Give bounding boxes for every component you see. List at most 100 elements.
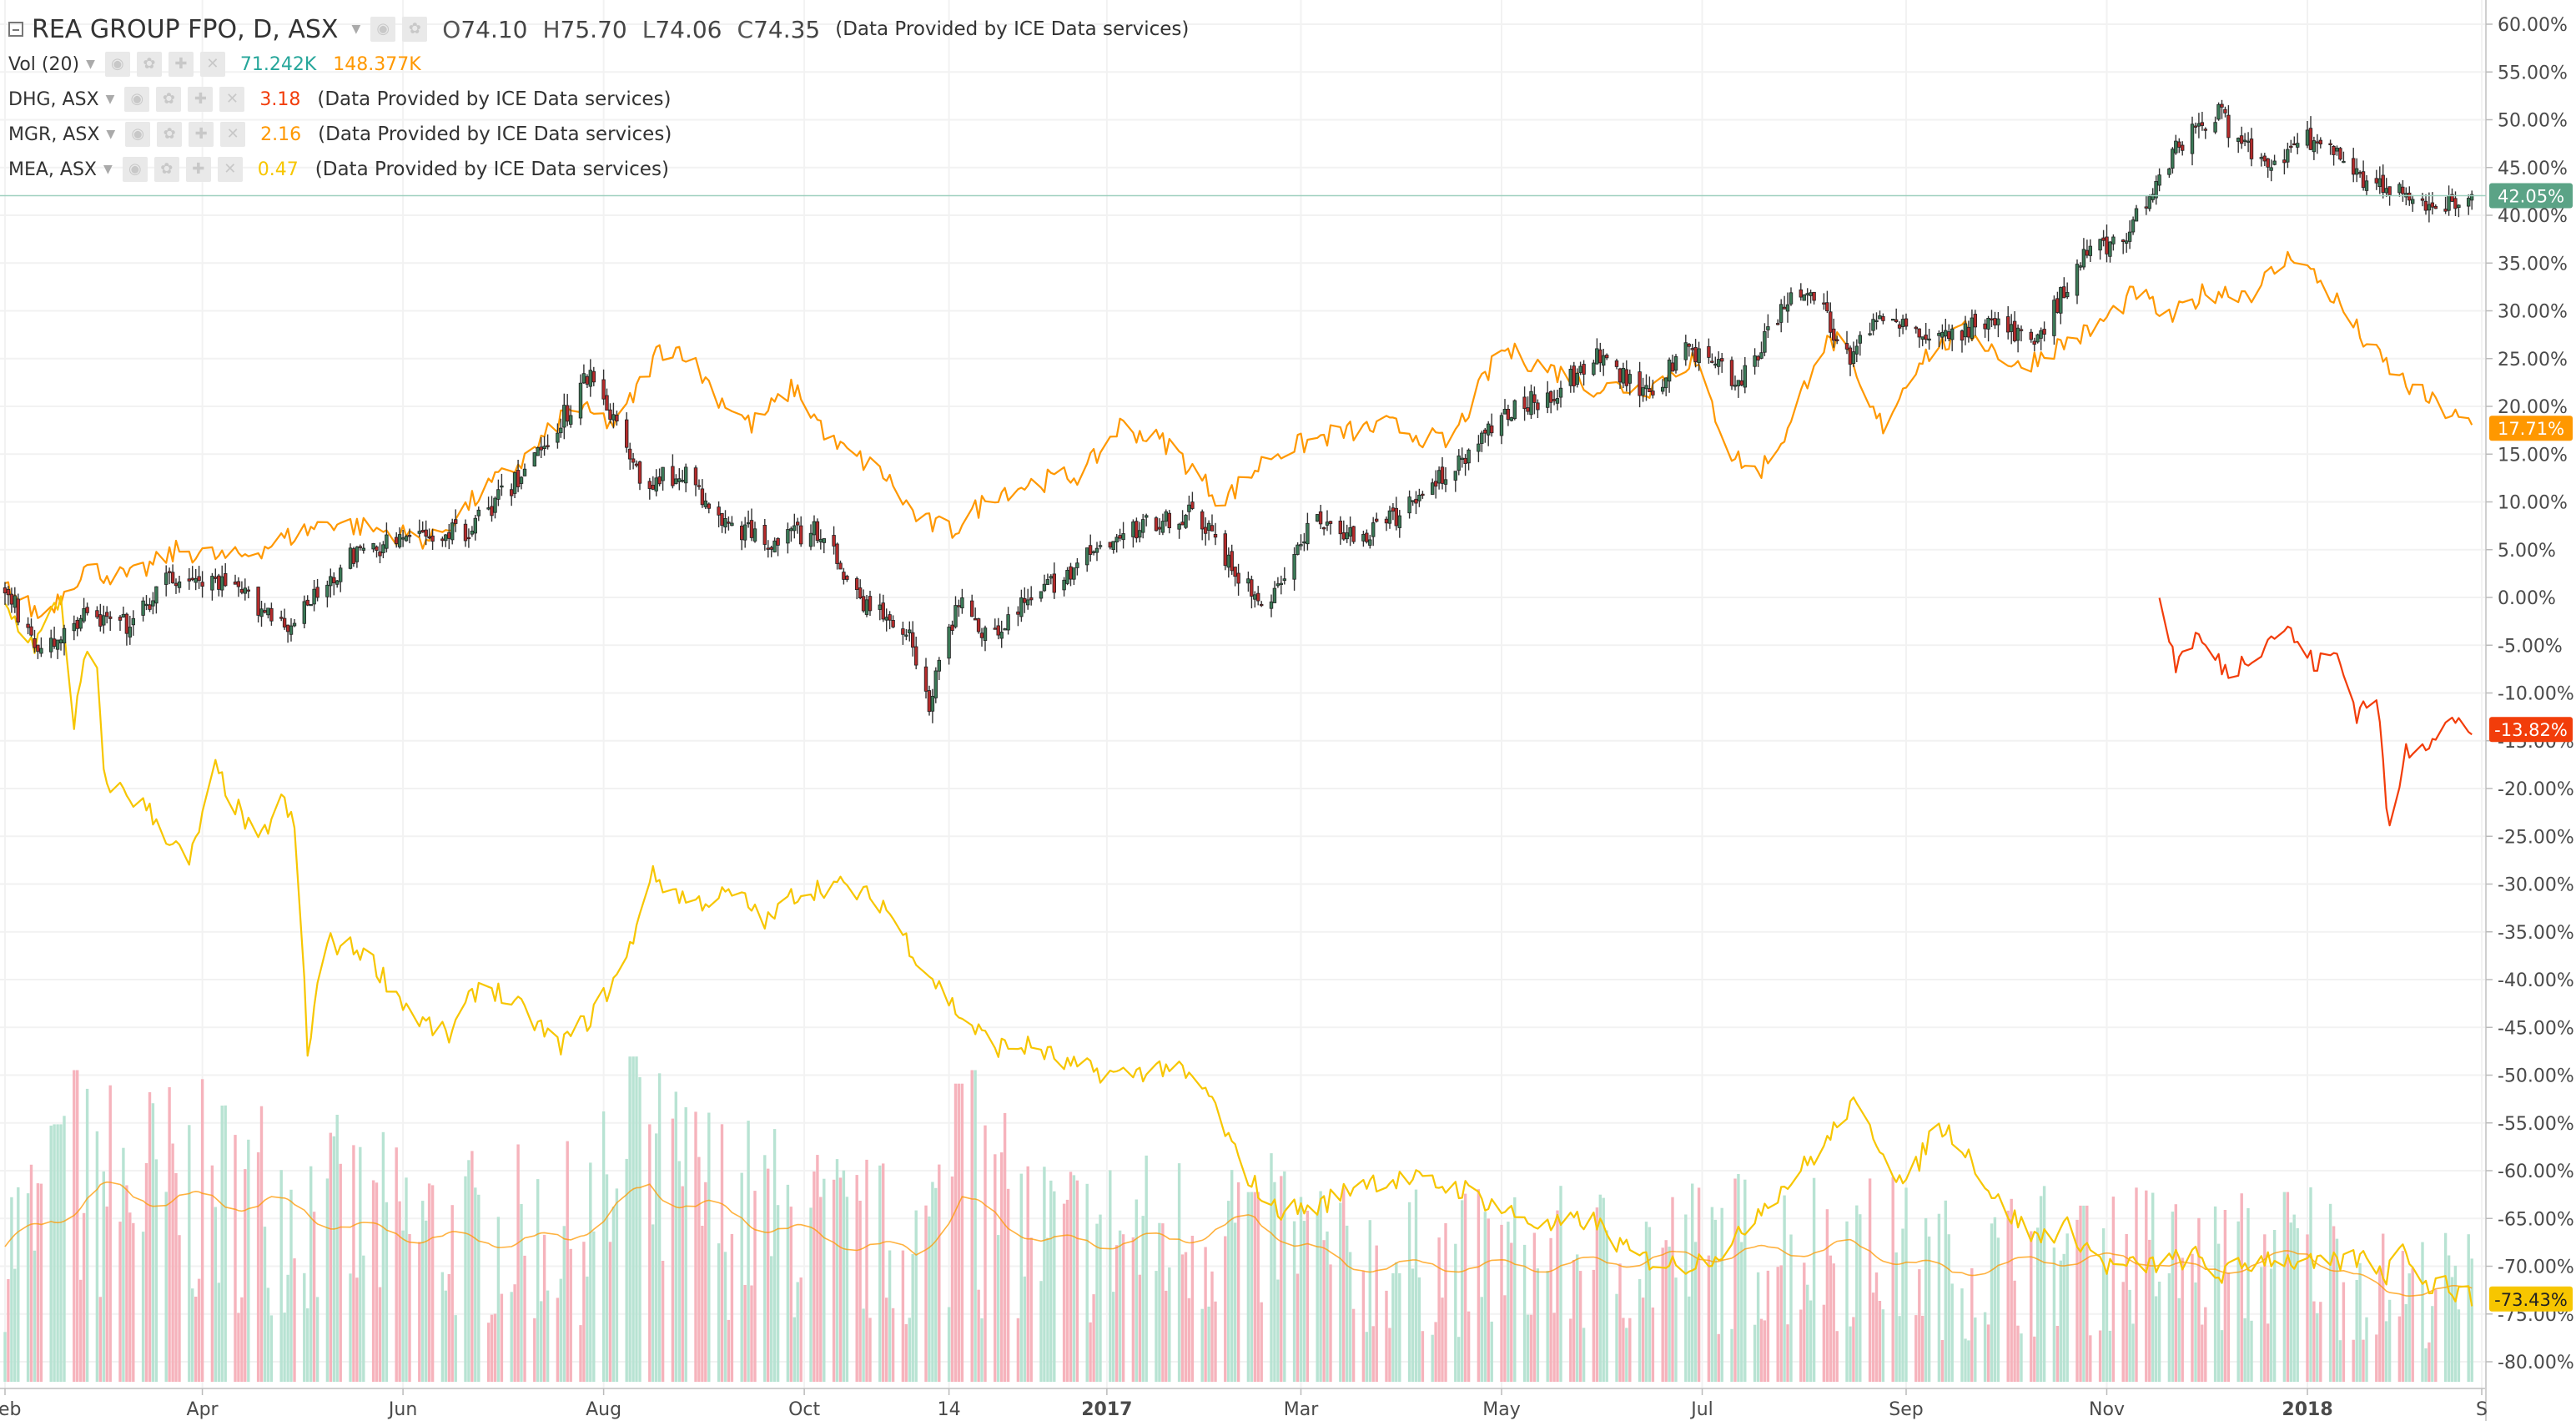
gear-icon[interactable]: ✿ [402,17,428,42]
candle-body [1614,360,1619,367]
volume-bar [540,1301,543,1382]
volume-bar [1937,1213,1941,1382]
close-icon[interactable]: ✕ [220,122,246,147]
volume-bar [1270,1153,1273,1382]
volume-bar [677,1161,681,1382]
candle-body [2124,240,2129,244]
plus-icon[interactable]: ✚ [185,157,211,182]
compare-symbol[interactable]: MEA, ASX [8,159,98,180]
eye-icon[interactable]: ◉ [124,87,150,112]
volume-bar [657,1073,662,1382]
volume-bar [1180,1254,1185,1382]
gear-icon[interactable]: ✿ [153,157,179,182]
candle-body [1029,597,1034,601]
volume-bar [2316,1313,2319,1382]
volume-bar [1441,1298,1444,1382]
candle-body [1946,331,1951,340]
candle-body [1341,532,1346,540]
candle-body [1463,457,1467,464]
volume-bar [247,1139,250,1382]
candle-body [1707,345,1711,358]
plus-icon[interactable]: ✚ [168,52,194,77]
candle-body [1973,314,1977,328]
volume-bar [244,1169,247,1382]
y-tick-label: 20.00% [2498,397,2568,418]
volume-bar [2332,1226,2336,1382]
candle-body [338,567,343,582]
main-series-title[interactable]: REA GROUP FPO, D, ASX [32,14,339,44]
candle-body [1167,512,1171,529]
close-icon[interactable]: ✕ [219,87,245,112]
volume-bar [1898,1316,1901,1382]
candle-body [1526,407,1530,412]
volume-bar [1717,1333,1720,1382]
candle-body [1368,539,1372,546]
volume-bar [908,1318,911,1382]
volume-bar [1141,1216,1145,1382]
volume-bar [882,1163,885,1382]
compare-symbol[interactable]: MGR, ASX [8,123,100,145]
volume-bar [405,1177,408,1382]
close-icon[interactable]: ✕ [199,52,225,77]
candle-body [95,610,99,617]
volume-bar [1246,1192,1250,1382]
chevron-down-icon[interactable]: ▼ [103,163,113,176]
volume-bar [707,1112,711,1382]
volume-bar [2267,1323,2270,1382]
plus-icon[interactable]: ✚ [188,87,214,112]
candle-body [29,626,33,636]
volume-bar [904,1324,908,1382]
volume-bar [1210,1271,1214,1382]
volume-bar [477,1194,480,1382]
candle-body [1203,527,1208,534]
chevron-down-icon[interactable]: ▼ [86,58,95,71]
plus-icon[interactable]: ✚ [189,122,214,147]
volume-bar [1053,1191,1056,1382]
chevron-down-icon[interactable]: ▼ [351,23,361,36]
gear-icon[interactable]: ✿ [157,122,183,147]
compare-symbol[interactable]: DHG, ASX [8,88,99,110]
volume-bar [681,1186,684,1382]
candle-body [888,614,892,621]
eye-icon[interactable]: ◉ [104,52,130,77]
candle-body [1644,385,1648,390]
chevron-down-icon[interactable]: ▼ [105,93,115,106]
candle-body [1003,628,1007,631]
candle-body [1986,317,1990,330]
candle-body [647,481,652,489]
volume-bar [671,1118,675,1382]
eye-icon[interactable]: ◉ [370,17,396,42]
volume-bar [490,1314,494,1382]
candle-body [566,405,570,422]
volume-bar [352,1145,355,1382]
volume-bar [1348,1252,1352,1382]
candle-body [2075,264,2080,296]
eye-icon[interactable]: ◉ [125,122,151,147]
candle-body [2357,172,2362,174]
chevron-down-icon[interactable]: ▼ [106,128,116,141]
gear-icon[interactable]: ✿ [156,87,182,112]
volume-bar [1395,1262,1398,1382]
candle-body [588,370,592,387]
candle-body [1085,547,1089,566]
candle-body [562,405,566,428]
eye-icon[interactable]: ◉ [122,157,148,182]
candle-body [2203,128,2207,131]
collapse-legend-icon[interactable] [8,22,23,37]
volume-bar [2220,1330,2224,1382]
candle-body [1453,471,1457,481]
volume-bar [148,1091,152,1382]
volume-bar [102,1171,105,1382]
volume-bar [332,1136,335,1382]
volume-study-title[interactable]: Vol (20) [8,53,80,75]
gear-icon[interactable]: ✿ [136,52,162,77]
candle-body [2029,331,2033,340]
candle-body [2085,249,2089,256]
volume-ma-line [4,1181,2473,1298]
volume-bar [1365,1332,1368,1382]
close-icon[interactable]: ✕ [217,157,243,182]
volume-bar [753,1191,757,1382]
volume-bar [1161,1223,1165,1382]
volume-bar [2039,1196,2043,1382]
